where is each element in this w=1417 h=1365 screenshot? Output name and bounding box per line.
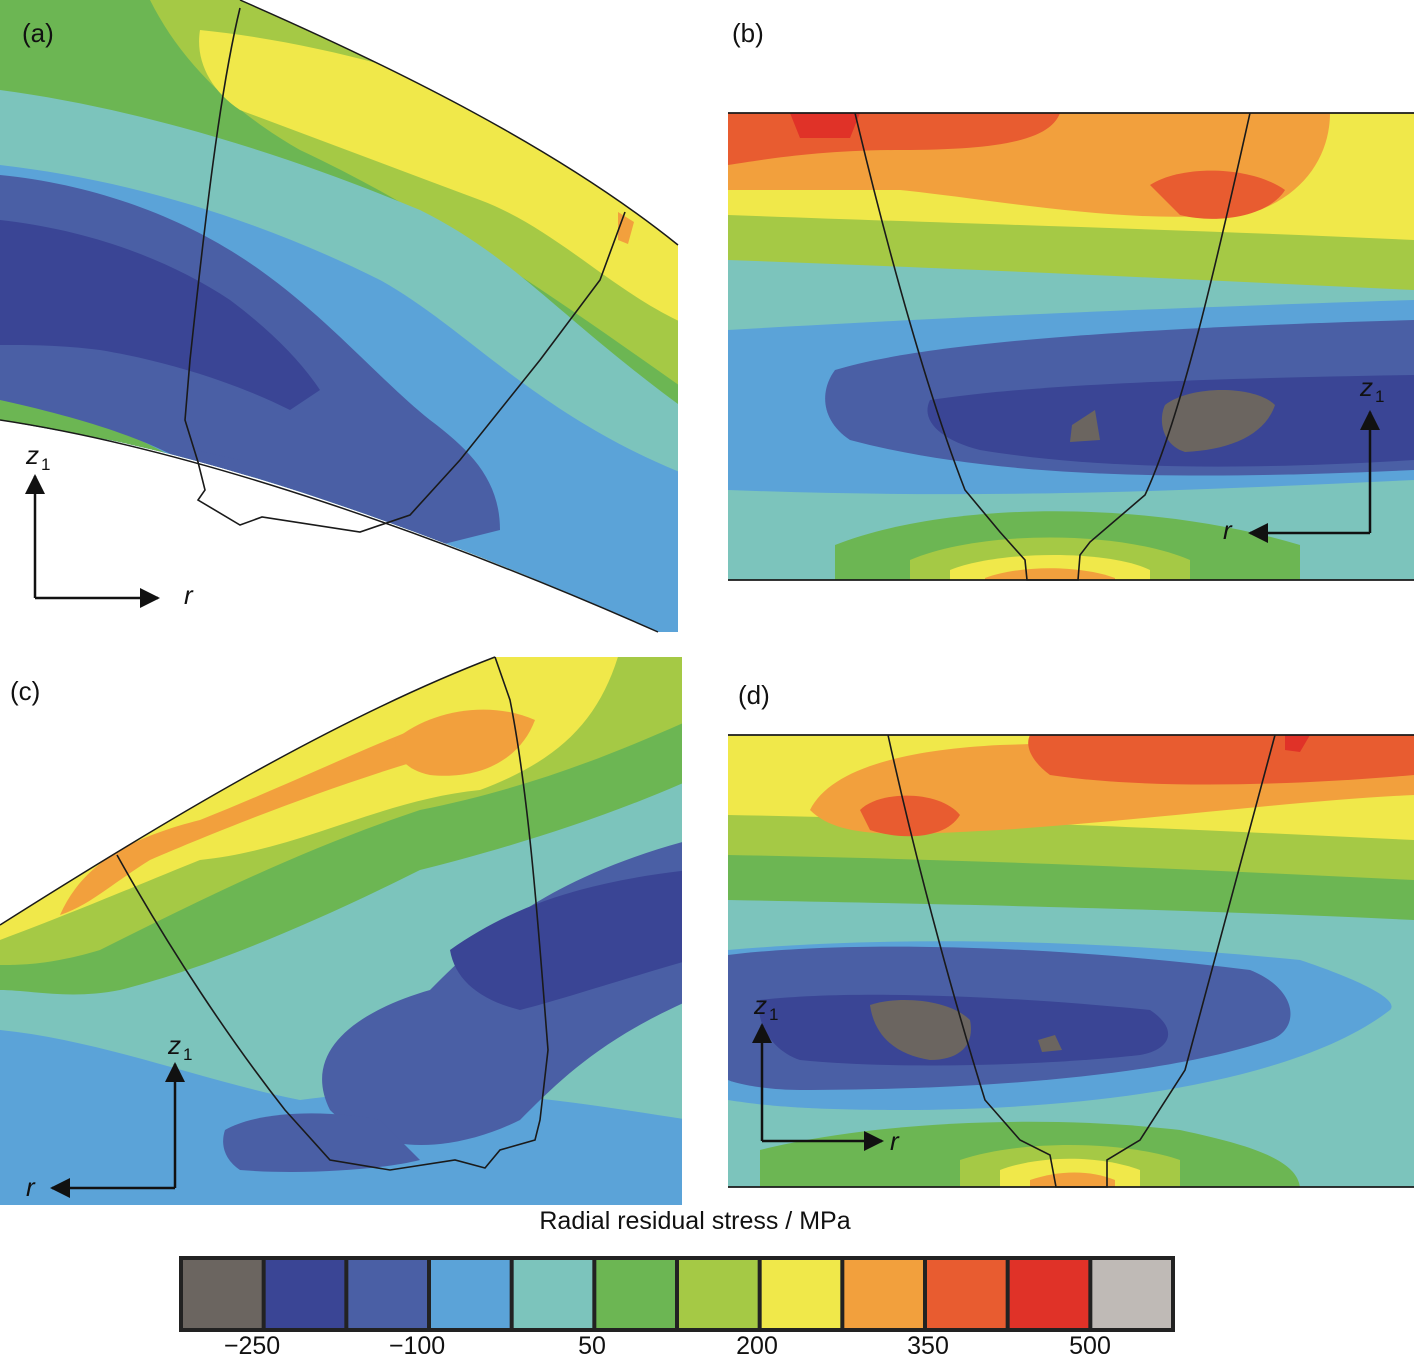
- colorbar-swatch: [844, 1260, 923, 1328]
- colorbar-tick: 350: [907, 1332, 949, 1360]
- colorbar-swatch: [761, 1260, 841, 1328]
- panel-d-spot-red: [1285, 735, 1310, 752]
- panel-d-spot-dorange: [860, 795, 960, 837]
- panel-a-band-yellow: [199, 30, 678, 330]
- panel-c-weld-outline: [116, 656, 549, 1171]
- panel-d-axes: [752, 1023, 884, 1151]
- panel-d-contour: [728, 735, 1414, 1187]
- panel-a-axes: [25, 474, 160, 608]
- colorbar-swatch: [513, 1260, 593, 1328]
- colorbar-tick: −250: [223, 1332, 281, 1360]
- panel-a-outer-edge: [0, 419, 659, 633]
- panel-a-contour: [0, 0, 678, 632]
- panel-b-contour: [728, 113, 1414, 580]
- colorbar-tick: 200: [736, 1332, 778, 1360]
- panel-b-axes: [1248, 410, 1380, 543]
- panel-a-label: (a): [22, 18, 54, 48]
- panel-b-spot-red: [790, 113, 860, 138]
- panel-b-label: (b): [732, 18, 764, 48]
- panel-d-label: (d): [738, 680, 770, 710]
- colorbar-title: Radial residual stress / MPa: [539, 1207, 851, 1235]
- panel-b-spot-low-1: [1070, 410, 1100, 442]
- panel-d-spot-low-2: [1038, 1035, 1062, 1052]
- panel-a-band-dblue: [0, 220, 320, 410]
- panel-c-patch-mblue: [223, 1113, 420, 1172]
- colorbar-tick: −100: [388, 1332, 446, 1360]
- panel-b-spot-dorange: [1150, 170, 1285, 219]
- panel-c-r-axis-label: r: [26, 1172, 35, 1202]
- panel-d-band-dorange: [1028, 735, 1414, 785]
- panel-a-top-edge: [239, 0, 679, 246]
- panel-c-band-dblue: [450, 870, 682, 1010]
- colorbar-swatch: [1009, 1260, 1089, 1328]
- panel-b-spot-low-2: [1161, 390, 1275, 452]
- panel-c-outer-edge: [0, 656, 496, 926]
- panel-b-band-orange-low: [985, 568, 1115, 580]
- colorbar-swatch: [596, 1260, 675, 1328]
- panel-b-weld-outline: [854, 112, 1251, 581]
- colorbar-swatch: [431, 1260, 510, 1328]
- colorbar-swatch: [679, 1260, 758, 1328]
- colorbar-swatch: [348, 1260, 427, 1328]
- panel-c-contour: [0, 657, 682, 1205]
- panel-c-label: (c): [10, 676, 41, 706]
- colorbar-swatch: [1092, 1260, 1171, 1328]
- colorbar: [179, 1256, 1175, 1332]
- panel-c-spot-orange: [395, 709, 535, 776]
- colorbar-swatch: [183, 1260, 262, 1328]
- colorbar-tick: 50: [578, 1332, 606, 1360]
- panel-d-weld-outline: [887, 734, 1276, 1188]
- colorbar-frame: [179, 1256, 1175, 1332]
- panel-a-weld-outline: [184, 7, 626, 533]
- colorbar-tick: 500: [1069, 1332, 1111, 1360]
- panel-d-spot-low-1: [870, 1000, 971, 1060]
- colorbar-swatch: [265, 1260, 345, 1328]
- panel-d-r-axis-label: r: [890, 1126, 899, 1156]
- panel-c-axes: [50, 1062, 185, 1198]
- panel-d-band-orange-low: [1030, 1172, 1115, 1187]
- panel-a-r-axis-label: r: [184, 580, 193, 610]
- panel-c-band-orange: [60, 720, 440, 915]
- colorbar-swatch: [927, 1260, 1006, 1328]
- panel-b-r-axis-label: r: [1223, 515, 1232, 545]
